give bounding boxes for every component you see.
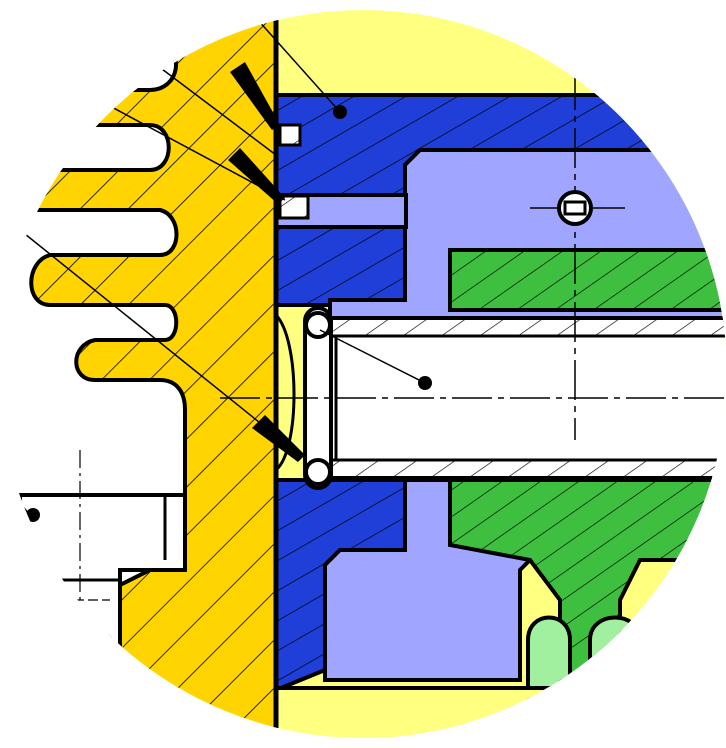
lower-bore	[526, 615, 572, 738]
dot-icon	[26, 508, 40, 522]
pointer-arrow-icon	[252, 415, 305, 462]
lower-bore	[588, 615, 642, 738]
pointer-arrow-icon	[230, 62, 280, 130]
dot-icon	[418, 376, 432, 390]
pointer-arrow-icon	[228, 148, 285, 204]
dot-icon	[333, 105, 347, 119]
